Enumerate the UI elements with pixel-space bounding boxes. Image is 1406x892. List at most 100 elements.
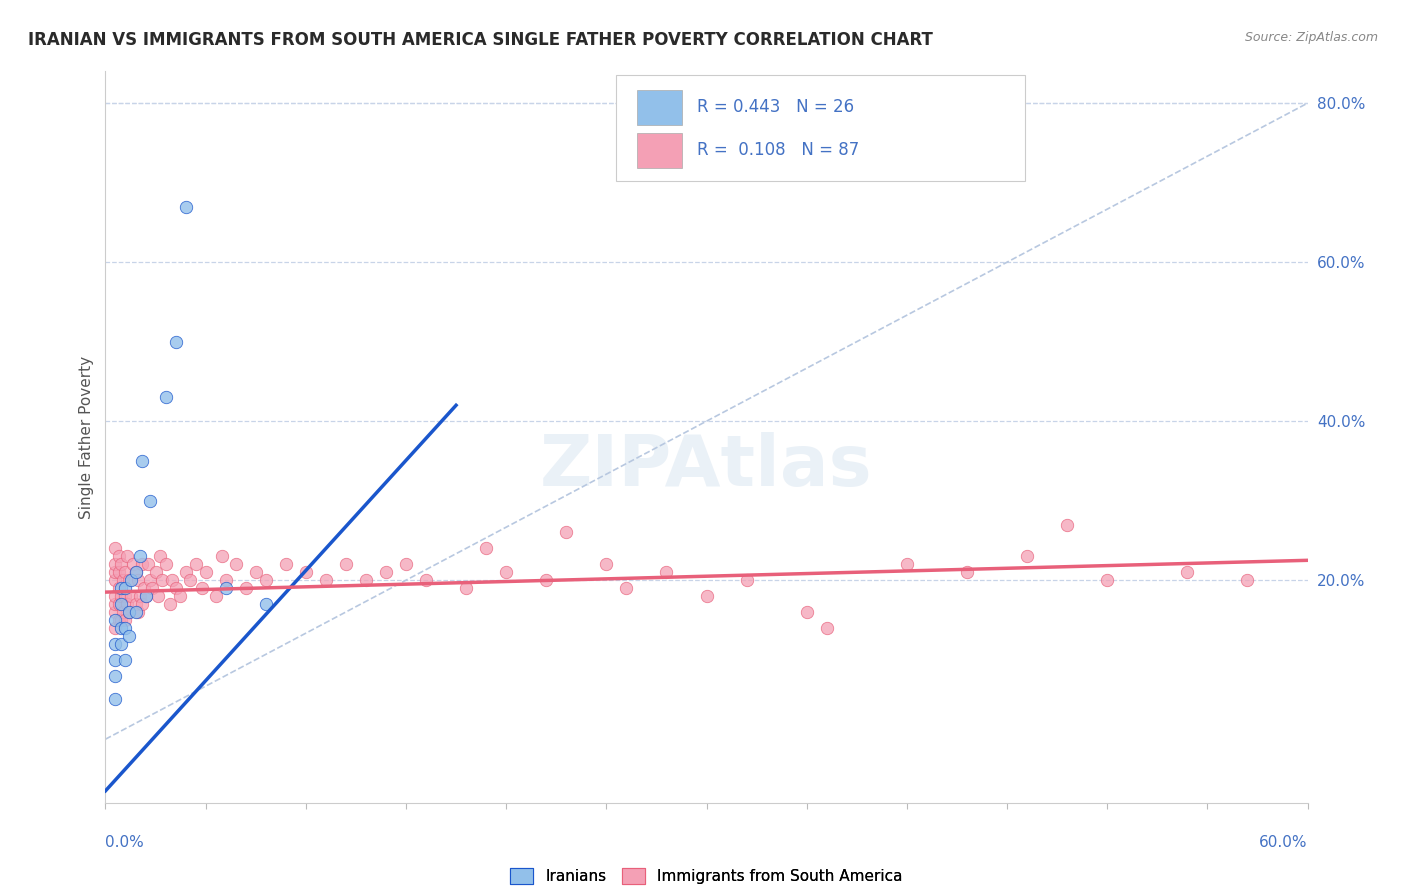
Point — [104, 573, 127, 587]
Point — [655, 566, 678, 580]
Point — [110, 597, 132, 611]
Point — [110, 581, 132, 595]
Point — [1097, 573, 1119, 587]
Point — [104, 621, 127, 635]
Point — [104, 589, 127, 603]
Point — [122, 558, 145, 572]
Point — [135, 589, 157, 603]
Point — [114, 621, 136, 635]
Point — [104, 668, 127, 682]
Point — [555, 525, 578, 540]
Point — [184, 558, 207, 572]
Point — [194, 566, 217, 580]
Point — [148, 549, 170, 564]
Point — [124, 605, 146, 619]
Text: 0.0%: 0.0% — [105, 836, 145, 850]
Point — [165, 581, 187, 595]
Point — [110, 621, 132, 635]
Point — [138, 573, 160, 587]
Text: R = 0.443   N = 26: R = 0.443 N = 26 — [697, 98, 853, 116]
Point — [114, 589, 136, 603]
Point — [131, 454, 153, 468]
Point — [108, 597, 131, 611]
Point — [159, 597, 181, 611]
Point — [254, 597, 277, 611]
Point — [214, 581, 236, 595]
Point — [174, 566, 197, 580]
Point — [735, 573, 758, 587]
Point — [127, 605, 149, 619]
Point — [132, 581, 155, 595]
Point — [114, 581, 136, 595]
Point — [354, 573, 377, 587]
Point — [124, 597, 146, 611]
Point — [112, 573, 135, 587]
Point — [475, 541, 498, 556]
Point — [110, 558, 132, 572]
Point — [150, 573, 173, 587]
Point — [315, 573, 337, 587]
Point — [245, 566, 267, 580]
Point — [108, 566, 131, 580]
Point — [815, 621, 838, 635]
Point — [254, 573, 277, 587]
Point — [145, 566, 167, 580]
Point — [124, 566, 146, 580]
Point — [534, 573, 557, 587]
Point — [128, 589, 150, 603]
Point — [169, 589, 191, 603]
Point — [374, 566, 398, 580]
Text: R =  0.108   N = 87: R = 0.108 N = 87 — [697, 141, 859, 160]
Point — [104, 653, 127, 667]
Point — [165, 334, 187, 349]
Point — [335, 558, 357, 572]
Point — [141, 581, 163, 595]
Point — [155, 558, 177, 572]
Text: 60.0%: 60.0% — [1260, 836, 1308, 850]
FancyBboxPatch shape — [637, 90, 682, 125]
Point — [190, 581, 212, 595]
Point — [1177, 566, 1199, 580]
Point — [1017, 549, 1039, 564]
Y-axis label: Single Father Poverty: Single Father Poverty — [79, 356, 94, 518]
Point — [274, 558, 297, 572]
Point — [110, 637, 132, 651]
Point — [155, 390, 177, 404]
Point — [131, 558, 153, 572]
Point — [128, 549, 150, 564]
Point — [104, 692, 127, 706]
Point — [121, 589, 143, 603]
Point — [138, 493, 160, 508]
Point — [956, 566, 979, 580]
Point — [118, 629, 141, 643]
Point — [112, 605, 135, 619]
Point — [114, 613, 136, 627]
Point — [114, 566, 136, 580]
Point — [108, 613, 131, 627]
Point — [104, 597, 127, 611]
Point — [110, 613, 132, 627]
Point — [136, 558, 159, 572]
Point — [114, 653, 136, 667]
Point — [179, 573, 201, 587]
Point — [495, 566, 517, 580]
Point — [796, 605, 818, 619]
Text: ZIPAtlas: ZIPAtlas — [540, 432, 873, 500]
Point — [127, 573, 149, 587]
Text: IRANIAN VS IMMIGRANTS FROM SOUTH AMERICA SINGLE FATHER POVERTY CORRELATION CHART: IRANIAN VS IMMIGRANTS FROM SOUTH AMERICA… — [28, 31, 934, 49]
Point — [118, 605, 141, 619]
Point — [117, 549, 139, 564]
Point — [896, 558, 918, 572]
FancyBboxPatch shape — [637, 133, 682, 168]
Point — [104, 637, 127, 651]
Point — [146, 589, 169, 603]
Point — [174, 200, 197, 214]
Point — [118, 573, 141, 587]
Text: Source: ZipAtlas.com: Source: ZipAtlas.com — [1244, 31, 1378, 45]
Point — [235, 581, 257, 595]
Point — [104, 613, 127, 627]
Point — [108, 549, 131, 564]
Point — [211, 549, 233, 564]
Point — [295, 566, 318, 580]
Point — [117, 597, 139, 611]
